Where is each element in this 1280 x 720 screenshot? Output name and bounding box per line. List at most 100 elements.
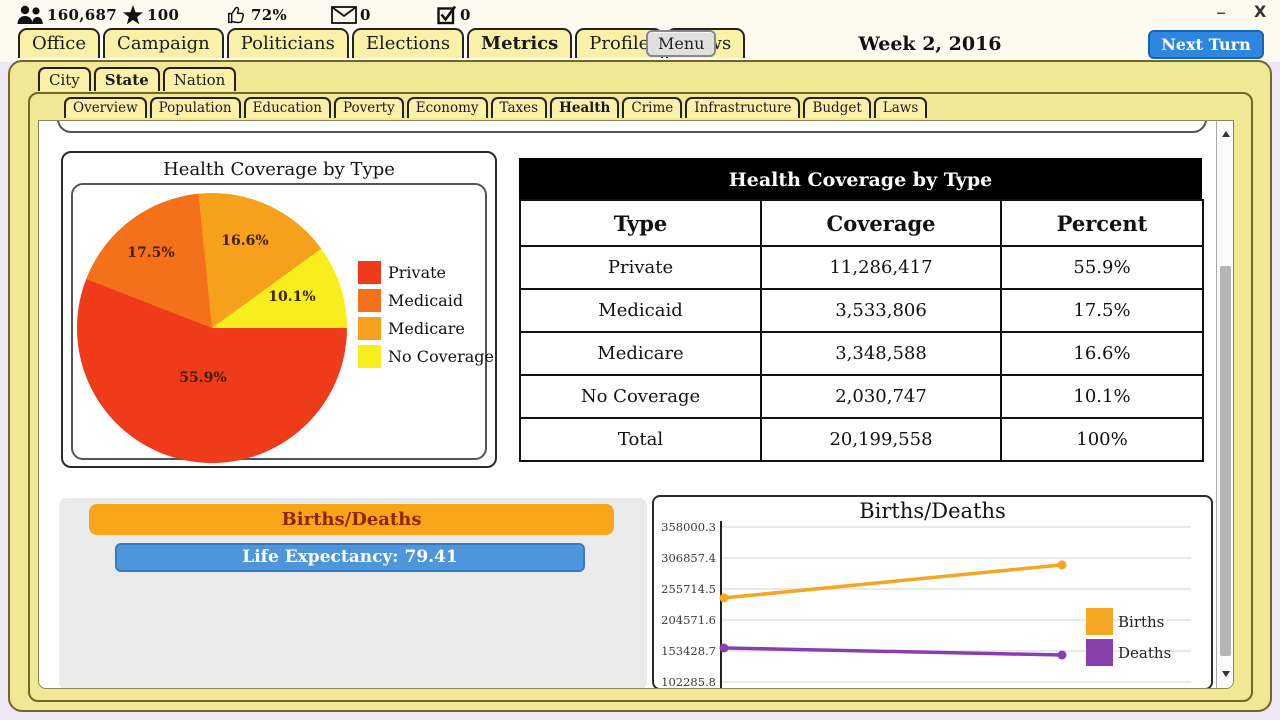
- column-header-coverage: Coverage: [760, 199, 1002, 247]
- legend-swatch-private: [358, 261, 381, 284]
- births-deaths-panel: Births/Deaths Life Expectancy: 79.41: [59, 498, 647, 688]
- tasks-icon: [437, 5, 457, 25]
- minimize-button[interactable]: –: [1216, 0, 1226, 24]
- region-tab-row: City State Nation: [38, 67, 237, 91]
- y-tick-1: 306857.4: [661, 551, 716, 565]
- cell-no-coverage-coverage: 2,030,747: [760, 374, 1002, 419]
- line-legend-swatch-births: [1086, 608, 1113, 635]
- mail-icon: [331, 6, 357, 24]
- health-coverage-pie: [77, 193, 347, 463]
- life-expectancy-button[interactable]: Life Expectancy: 79.41: [115, 543, 585, 572]
- coverage-table-title: Health Coverage by Type: [519, 158, 1202, 199]
- cell-private-type: Private: [519, 245, 762, 290]
- pie-chart-panel: Health Coverage by Type 55.9% 17.5% 16.6% 1…: [61, 151, 497, 468]
- y-tick-0: 358000.3: [661, 520, 716, 534]
- legend-item-medicare: Medicare: [358, 317, 494, 340]
- cell-medicare-type: Medicare: [519, 331, 762, 376]
- tab-infrastructure[interactable]: Infrastructure: [685, 97, 801, 118]
- legend-swatch-medicare: [358, 317, 381, 340]
- legend-item-medicaid: Medicaid: [358, 289, 494, 312]
- content-area: Health Coverage by Type 55.9% 17.5% 16.6% 1…: [38, 120, 1234, 689]
- metric-tab-row: Overview Population Education Poverty Econom…: [64, 97, 928, 118]
- coverage-table-header-row: Type Coverage Percent: [519, 199, 1204, 247]
- births-deaths-header-button[interactable]: Births/Deaths: [89, 504, 614, 535]
- coverage-table-panel: Health Coverage by Type Type Coverage Perc…: [519, 158, 1204, 462]
- table-row-medicaid: Medicaid 3,533,806 17.5%: [519, 288, 1204, 333]
- pie-label-medicare: 16.6%: [221, 233, 269, 249]
- tab-taxes[interactable]: Taxes: [490, 97, 548, 118]
- tab-budget[interactable]: Budget: [803, 97, 871, 118]
- births-deaths-line-chart: 358000.3 306857.4 255714.5 204571.6 153428.7…: [661, 520, 1191, 688]
- births-line: [723, 563, 1063, 600]
- cell-medicare-percent: 16.6%: [1000, 331, 1204, 376]
- population-stat: 160,687: [16, 4, 117, 26]
- pie-chart-title: Health Coverage by Type: [163, 159, 395, 180]
- deaths-line: [723, 646, 1063, 657]
- tab-laws[interactable]: Laws: [873, 97, 928, 118]
- pie-label-private: 55.9%: [179, 370, 227, 386]
- legend-item-no-coverage: No Coverage: [358, 345, 494, 368]
- table-row-medicare: Medicare 3,348,588 16.6%: [519, 331, 1204, 376]
- births-point-0: [719, 593, 729, 603]
- tab-campaign[interactable]: Campaign: [103, 28, 224, 58]
- tab-poverty[interactable]: Poverty: [333, 97, 404, 118]
- scroll-down-arrow[interactable]: [1222, 671, 1230, 677]
- legend-label-no-coverage: No Coverage: [388, 347, 494, 366]
- next-turn-button[interactable]: Next Turn: [1148, 30, 1264, 59]
- mail-count: 0: [360, 6, 371, 24]
- cell-no-coverage-type: No Coverage: [519, 374, 762, 419]
- tab-crime[interactable]: Crime: [622, 97, 683, 118]
- cell-medicaid-percent: 17.5%: [1000, 288, 1204, 333]
- cell-private-percent: 55.9%: [1000, 245, 1204, 290]
- table-row-total: Total 20,199,558 100%: [519, 417, 1204, 462]
- pie-label-medicaid: 17.5%: [127, 245, 175, 261]
- y-tick-3: 204571.6: [661, 613, 716, 627]
- cell-private-coverage: 11,286,417: [760, 245, 1002, 290]
- tab-economy[interactable]: Economy: [406, 97, 488, 118]
- coverage-table: Type Coverage Percent Private 11,286,417 55.…: [519, 199, 1204, 462]
- scroll-up-arrow[interactable]: [1222, 131, 1230, 137]
- line-legend-label-births: Births: [1118, 613, 1164, 631]
- close-button[interactable]: X: [1254, 2, 1267, 21]
- turn-date: Week 2, 2016: [858, 33, 1002, 55]
- tab-overview[interactable]: Overview: [64, 97, 147, 118]
- legend-swatch-medicaid: [358, 289, 381, 312]
- tab-population[interactable]: Population: [149, 97, 241, 118]
- deaths-point-0: [719, 643, 729, 653]
- legend-label-medicare: Medicare: [388, 319, 465, 338]
- line-chart-title: Births/Deaths: [859, 499, 1006, 523]
- legend-label-private: Private: [388, 263, 447, 282]
- cell-total-type: Total: [519, 417, 762, 462]
- tab-politicians[interactable]: Politicians: [226, 28, 349, 58]
- y-tick-2: 255714.5: [661, 582, 716, 596]
- cell-total-percent: 100%: [1000, 417, 1204, 462]
- pie-label-no-coverage: 10.1%: [268, 289, 316, 305]
- tasks-count: 0: [460, 6, 471, 24]
- cell-no-coverage-percent: 10.1%: [1000, 374, 1204, 419]
- star-stat: 100: [122, 4, 179, 26]
- approval-value: 72%: [251, 6, 288, 24]
- legend-label-medicaid: Medicaid: [388, 291, 464, 310]
- tasks-stat: 0: [437, 4, 471, 26]
- cell-medicaid-coverage: 3,533,806: [760, 288, 1002, 333]
- pie-chart-box: [71, 183, 487, 463]
- tab-city[interactable]: City: [38, 67, 91, 91]
- cell-medicaid-type: Medicaid: [519, 288, 762, 333]
- main-tab-row: Office Campaign Politicians Elections Metric…: [18, 28, 746, 58]
- tab-elections[interactable]: Elections: [351, 28, 465, 58]
- tab-office[interactable]: Office: [18, 28, 101, 58]
- menu-button[interactable]: Menu: [646, 30, 717, 57]
- tab-nation[interactable]: Nation: [162, 67, 237, 91]
- approval-stat: 72%: [226, 4, 287, 26]
- vertical-scrollbar[interactable]: [1216, 121, 1233, 688]
- line-legend-swatch-deaths: [1086, 639, 1113, 666]
- tab-metrics[interactable]: Metrics: [467, 28, 573, 58]
- scrollbar-thumb[interactable]: [1220, 266, 1231, 656]
- tab-state[interactable]: State: [93, 67, 160, 91]
- cell-medicare-coverage: 3,348,588: [760, 331, 1002, 376]
- tab-education[interactable]: Education: [243, 97, 331, 118]
- cell-total-coverage: 20,199,558: [760, 417, 1002, 462]
- star-value: 100: [147, 6, 180, 24]
- deaths-point-1: [1057, 650, 1067, 660]
- tab-health[interactable]: Health: [550, 97, 620, 118]
